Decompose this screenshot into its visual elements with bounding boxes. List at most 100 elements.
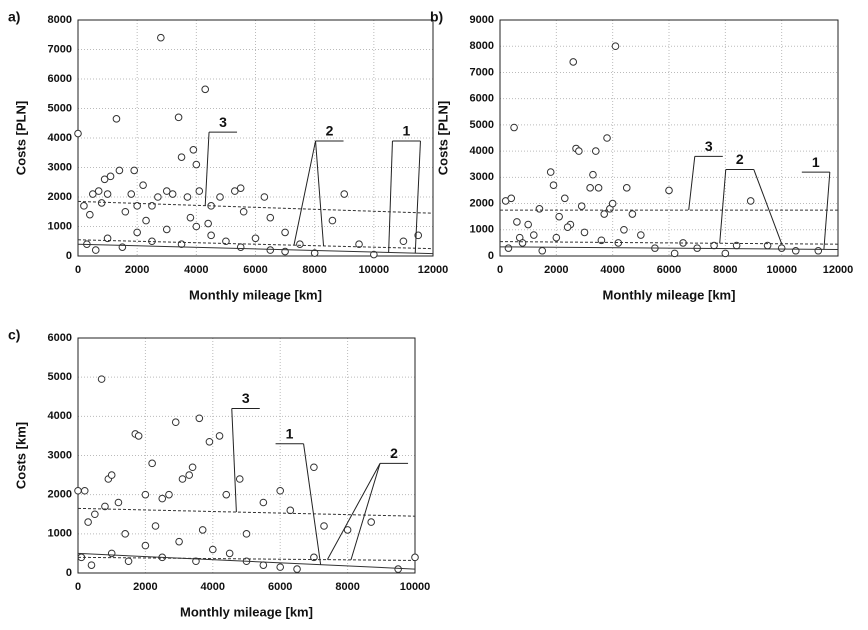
trend-line	[77, 507, 416, 517]
scatter-point	[204, 219, 212, 228]
scatter-point	[88, 190, 97, 198]
scatter-point	[399, 237, 408, 246]
y-axis-label: Costs [km]	[13, 422, 28, 489]
trend-label: 1	[812, 154, 820, 170]
scatter-point	[97, 375, 106, 383]
y-tick-label: 2000	[48, 191, 72, 203]
scatter-point	[259, 498, 268, 507]
y-tick-label: 4000	[48, 132, 72, 144]
scatter-point	[133, 202, 141, 210]
scatter-point	[343, 526, 352, 534]
scatter-point	[107, 471, 116, 479]
scatter-point	[130, 166, 139, 175]
y-tick-label: 9000	[470, 14, 494, 26]
scatter-point	[552, 233, 561, 242]
scatter-point	[80, 486, 89, 495]
scatter-point	[91, 510, 99, 519]
y-tick-label: 5000	[48, 371, 72, 383]
y-tick-label: 5000	[48, 102, 72, 114]
x-tick-label: 8000	[713, 264, 737, 276]
x-tick-label: 4000	[201, 581, 225, 593]
scatter-point	[296, 240, 304, 248]
trend-line	[77, 243, 434, 255]
y-tick-label: 0	[66, 567, 72, 579]
scatter-point	[411, 553, 419, 562]
scatter-point	[310, 463, 318, 472]
scatter-point	[293, 565, 301, 573]
x-tick-label: 12000	[418, 264, 449, 276]
scatter-point	[266, 213, 275, 222]
scatter-point	[222, 237, 230, 246]
scatter-point	[175, 537, 183, 546]
trend-line	[77, 239, 434, 250]
scatter-point	[266, 246, 275, 254]
scatter-point	[205, 437, 214, 446]
scatter-point	[162, 225, 171, 234]
scatter-point	[225, 549, 234, 558]
y-tick-label: 6000	[470, 93, 494, 105]
scatter-point	[185, 471, 194, 479]
scatter-point	[222, 490, 231, 499]
scatter-point	[91, 246, 100, 254]
scatter-point	[177, 153, 186, 161]
scatter-point	[608, 199, 617, 208]
scatter-point	[124, 557, 133, 566]
scatter-point	[151, 522, 160, 530]
scatter-point	[186, 213, 195, 222]
plot-frame	[499, 19, 839, 257]
scatter-point	[670, 249, 679, 258]
scatter-point	[134, 432, 143, 440]
panel-label: a)	[8, 9, 20, 25]
scatter-point	[281, 228, 289, 237]
scatter-point	[121, 530, 129, 538]
scatter-point	[141, 541, 150, 550]
scatter-point	[157, 33, 165, 42]
panel-label: b)	[430, 9, 443, 25]
y-tick-label: 2000	[48, 489, 72, 501]
scatter-point	[355, 240, 363, 248]
x-tick-label: 0	[497, 264, 503, 276]
scatter-point	[171, 418, 180, 427]
trend-label: 3	[705, 138, 713, 154]
scatter-point	[251, 234, 260, 243]
scatter-point	[577, 202, 586, 210]
scatter-point	[777, 244, 786, 252]
scatter-point	[162, 187, 171, 195]
scatter-point	[530, 231, 538, 239]
y-axis-label: Costs [PLN]	[435, 101, 450, 175]
scatter-point	[628, 210, 637, 218]
scatter-point	[563, 223, 572, 231]
y-tick-label: 7000	[470, 66, 494, 78]
scatter-point	[791, 246, 800, 255]
scatter-point	[620, 225, 628, 234]
scatter-point	[594, 184, 603, 192]
scatter-point	[589, 170, 597, 179]
trend-label: 2	[736, 151, 744, 167]
x-axis-label: Monthly mileage [km]	[189, 287, 322, 302]
scatter-point	[165, 490, 173, 499]
scatter-point	[115, 166, 124, 175]
x-tick-label: 8000	[335, 581, 359, 593]
leader	[315, 140, 325, 246]
y-tick-label: 3000	[48, 161, 72, 173]
scatter-point	[207, 231, 215, 240]
leader	[293, 140, 317, 246]
scatter-point	[367, 518, 375, 526]
x-tick-label: 0	[75, 264, 81, 276]
scatter-point	[580, 228, 589, 237]
trend-label: 3	[219, 114, 227, 130]
scatter-point	[236, 184, 245, 192]
scatter-point	[235, 475, 244, 483]
scatter-point	[80, 202, 88, 210]
scatter-point	[549, 181, 558, 189]
scatter-point	[189, 146, 198, 154]
x-tick-label: 10000	[766, 264, 797, 276]
trend-label: 2	[326, 123, 334, 139]
scatter-point	[174, 113, 183, 122]
scatter-point	[611, 42, 620, 51]
scatter-point	[74, 129, 82, 138]
scatter-point	[555, 212, 563, 221]
x-tick-label: 6000	[243, 264, 267, 276]
scatter-point	[320, 522, 328, 530]
